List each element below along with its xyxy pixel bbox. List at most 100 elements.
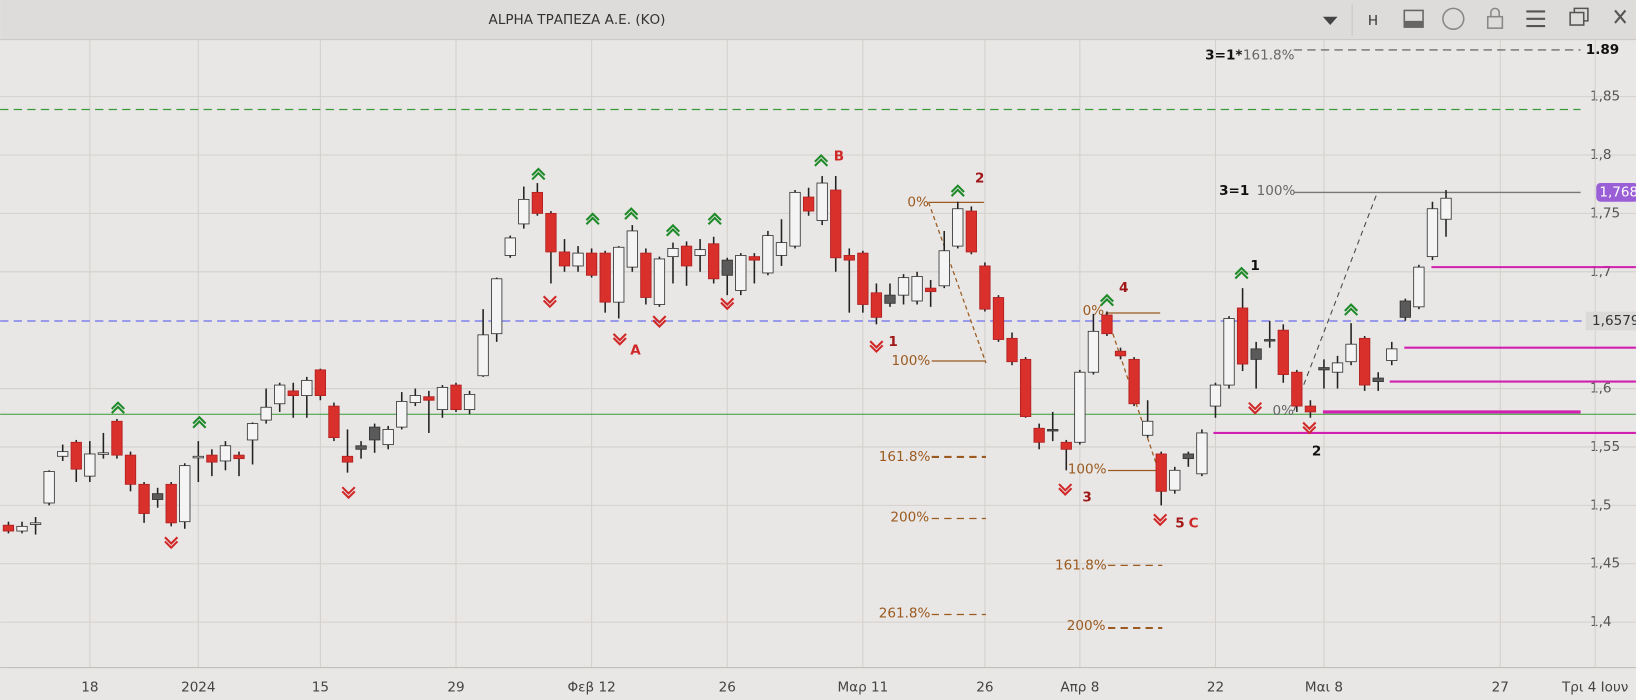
candle-body xyxy=(843,255,855,261)
candle-body xyxy=(1264,339,1276,342)
candle-body xyxy=(613,246,625,303)
up-arrow xyxy=(950,184,965,197)
x-tick-label: 26 xyxy=(719,679,736,695)
candle-body xyxy=(965,210,977,253)
candle-body xyxy=(1033,427,1045,443)
candle-body xyxy=(952,208,964,247)
x-tick-label: 15 xyxy=(312,679,329,695)
y-tick-label: 1,5 xyxy=(1590,497,1612,513)
menu-icon[interactable] xyxy=(1526,10,1546,28)
candle-body xyxy=(165,483,177,524)
up-arrow xyxy=(111,401,125,414)
candle-body xyxy=(1114,350,1127,357)
annotation: 5 xyxy=(1175,516,1184,532)
candle-body xyxy=(1318,367,1330,371)
candle-body xyxy=(1413,266,1425,308)
candle-body xyxy=(1223,318,1235,386)
x-tick-label: 2024 xyxy=(181,679,215,695)
annotation: 1 xyxy=(888,334,897,350)
annotation: 0% xyxy=(1273,403,1295,419)
candle-body xyxy=(29,522,42,525)
candle-body xyxy=(1372,377,1384,382)
candle-body xyxy=(1142,420,1154,436)
candle-body xyxy=(1426,208,1439,258)
fib-line xyxy=(1293,192,1378,412)
candle-body xyxy=(274,384,286,405)
candle-body xyxy=(260,406,272,421)
window-icon[interactable] xyxy=(1569,11,1585,26)
candle-body xyxy=(450,384,462,411)
comment-icon[interactable] xyxy=(1442,7,1465,30)
candle-body xyxy=(599,252,611,303)
up-arrow xyxy=(192,415,207,429)
candle-body xyxy=(518,198,530,225)
candle-body xyxy=(1236,307,1249,365)
candle-body xyxy=(938,250,950,287)
candle-body xyxy=(992,297,1005,340)
candle-body xyxy=(2,524,15,532)
candle-body xyxy=(1019,358,1032,418)
annotation: 0% xyxy=(1083,303,1105,319)
annotation: 161.8% xyxy=(879,449,931,465)
last-price-label: 1,768 xyxy=(1599,184,1636,200)
annotation: B xyxy=(834,148,844,164)
last-price-box xyxy=(1596,182,1636,202)
x-tick-label: 22 xyxy=(1207,679,1224,695)
annotation: 3=1 xyxy=(1219,183,1249,199)
candle-body xyxy=(735,255,747,291)
candle-body xyxy=(1128,358,1140,405)
x-tick-label: 18 xyxy=(81,679,98,695)
annotation: C xyxy=(1189,516,1199,532)
annotation: 1 xyxy=(1250,258,1259,274)
candle-body xyxy=(558,251,571,267)
x-tick-label: Φεβ 12 xyxy=(568,679,616,695)
candle-body xyxy=(219,445,232,462)
x-tick-label: 26 xyxy=(976,679,993,695)
candle-body xyxy=(491,278,503,335)
candle-body xyxy=(721,259,733,276)
candle-body xyxy=(396,400,408,428)
up-arrow xyxy=(814,153,829,167)
candle-body xyxy=(680,245,693,267)
annotation: 261.8% xyxy=(879,605,931,621)
candle-body xyxy=(179,465,191,523)
lock-shackle xyxy=(1490,7,1501,17)
candle-body xyxy=(1196,432,1208,475)
annotation: 161.8% xyxy=(1243,47,1295,63)
dropdown-icon[interactable] xyxy=(1322,16,1338,26)
candle-body xyxy=(572,252,584,267)
candle-body xyxy=(748,256,760,261)
candle-body xyxy=(1169,469,1181,491)
candle-body xyxy=(382,429,394,446)
h-button[interactable]: H xyxy=(1368,13,1378,29)
lock-icon[interactable] xyxy=(1486,15,1504,29)
annotation: 200% xyxy=(890,509,929,525)
candle-body xyxy=(585,252,598,276)
candle-body xyxy=(341,455,354,463)
x-tick-label: Απρ 8 xyxy=(1060,679,1099,695)
up-arrow xyxy=(531,167,546,181)
panel-icon-fill xyxy=(1404,20,1424,28)
candle-body xyxy=(857,252,869,305)
x-tick-label: 27 xyxy=(1492,679,1509,695)
close-icon[interactable] xyxy=(1614,9,1627,24)
annotation: 161.8% xyxy=(1055,557,1107,573)
candle-body xyxy=(463,393,476,411)
candle-body xyxy=(1047,429,1059,432)
down-arrow xyxy=(612,333,627,346)
up-arrow xyxy=(665,223,680,237)
target-label: 1.89 xyxy=(1586,42,1619,58)
up-arrow xyxy=(1344,303,1359,316)
down-arrow xyxy=(1248,401,1263,415)
candle-body xyxy=(789,191,801,247)
candle-body xyxy=(16,525,28,532)
candle-body xyxy=(531,191,544,214)
candle-body xyxy=(1060,441,1072,450)
candle-body xyxy=(152,493,164,500)
down-arrow xyxy=(164,536,179,550)
candle-body xyxy=(1006,337,1018,363)
down-arrow xyxy=(542,295,557,309)
candle-body xyxy=(111,420,123,456)
down-arrow xyxy=(652,315,667,329)
up-arrow xyxy=(1099,293,1114,307)
